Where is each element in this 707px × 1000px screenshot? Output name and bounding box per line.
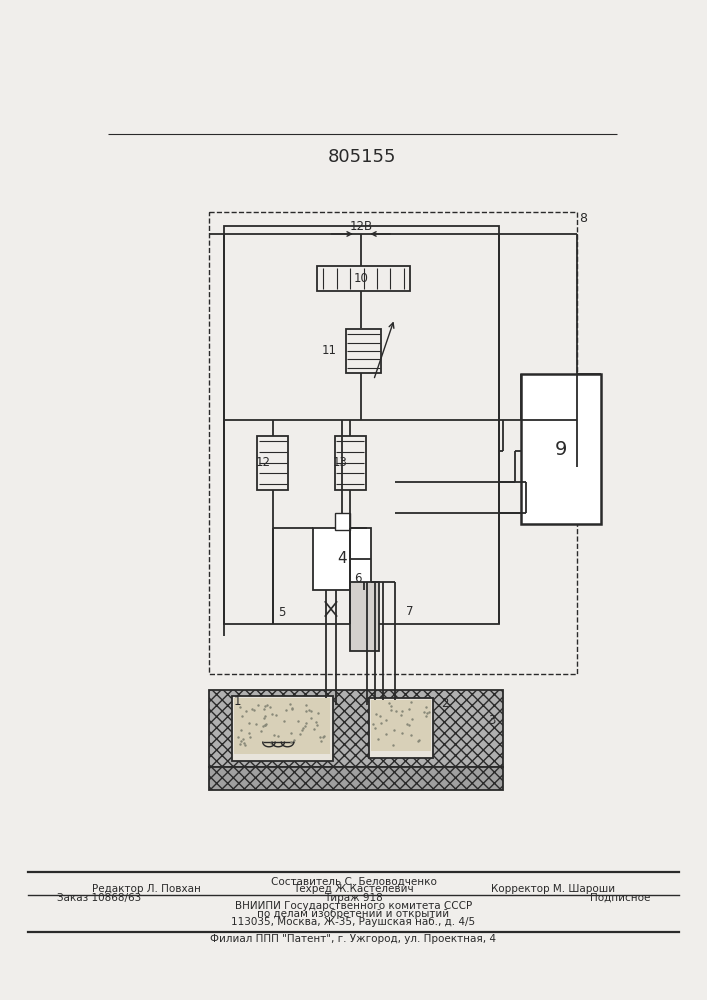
- Text: 805155: 805155: [328, 148, 396, 166]
- Bar: [335, 436, 366, 490]
- Bar: [371, 700, 431, 751]
- Text: Техред Ж.Кастелевич: Техред Ж.Кастелевич: [293, 884, 414, 894]
- Text: Заказ 10868/63: Заказ 10868/63: [57, 893, 141, 903]
- Text: 10: 10: [354, 272, 368, 285]
- Text: 8: 8: [579, 212, 587, 225]
- Bar: [335, 513, 351, 530]
- Text: 12В: 12В: [350, 220, 373, 233]
- Text: Составитель С. Беловодченко: Составитель С. Беловодченко: [271, 876, 436, 886]
- Text: 11: 11: [322, 344, 337, 358]
- Bar: [209, 767, 503, 790]
- Bar: [317, 266, 410, 291]
- Text: 4: 4: [337, 551, 346, 566]
- Bar: [224, 226, 499, 624]
- Text: по делам изобретений и открытий: по делам изобретений и открытий: [257, 909, 450, 919]
- Text: 6: 6: [354, 572, 362, 585]
- Bar: [209, 212, 577, 674]
- Text: 113035, Москва, Ж-35, Раушская наб., д. 4/5: 113035, Москва, Ж-35, Раушская наб., д. …: [231, 917, 476, 927]
- Text: Филиал ППП "Патент", г. Ужгород, ул. Проектная, 4: Филиал ППП "Патент", г. Ужгород, ул. Про…: [211, 934, 496, 944]
- Bar: [369, 698, 433, 758]
- Text: 7: 7: [407, 605, 414, 618]
- Text: 13: 13: [333, 456, 348, 469]
- Bar: [521, 374, 602, 524]
- Text: 9: 9: [555, 440, 567, 459]
- Bar: [209, 690, 503, 767]
- Text: 12: 12: [255, 456, 270, 469]
- Text: 3: 3: [488, 714, 495, 727]
- Text: Корректор М. Шароши: Корректор М. Шароши: [491, 884, 615, 894]
- Bar: [346, 329, 381, 373]
- Text: Тираж 918: Тираж 918: [324, 893, 383, 903]
- Text: 2: 2: [441, 697, 449, 710]
- Text: ВНИИПИ Государственного комитета СССР: ВНИИПИ Государственного комитета СССР: [235, 901, 472, 911]
- Bar: [349, 582, 379, 651]
- Text: Подписное: Подписное: [590, 893, 650, 903]
- Bar: [257, 436, 288, 490]
- Text: 5: 5: [279, 606, 286, 619]
- Bar: [234, 698, 330, 754]
- Text: 1: 1: [233, 695, 241, 708]
- Bar: [313, 528, 371, 590]
- Bar: [232, 696, 332, 761]
- Text: Редактор Л. Повхан: Редактор Л. Повхан: [92, 884, 201, 894]
